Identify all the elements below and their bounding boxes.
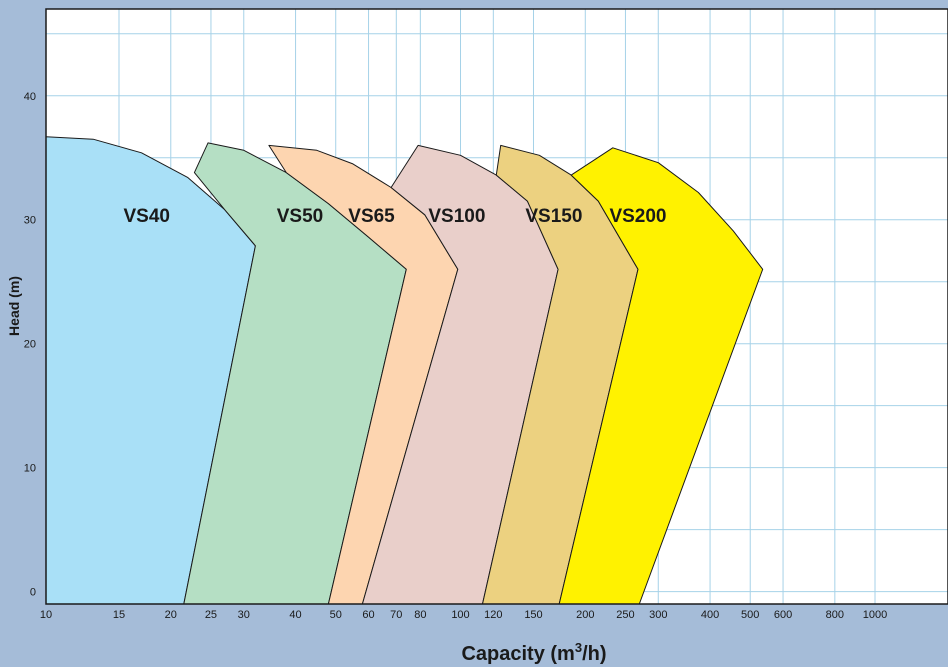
label-vs100: VS100 [428,206,485,227]
y-tick-labels: 0 10 20 30 40 [24,91,36,599]
x-tick-label: 25 [205,609,217,621]
label-vs65: VS65 [348,206,395,227]
x-axis-title-tail: /h) [582,643,606,665]
x-axis-title-superscript: 3 [575,640,582,655]
x-tick-label: 500 [741,609,759,621]
model-labels: VS40 VS50 VS65 VS100 VS150 VS200 [123,206,666,227]
y-axis-title: Head (m) [6,276,22,336]
x-tick-label: 80 [414,609,426,621]
plot-frame [45,8,948,605]
x-tick-label: 40 [289,609,301,621]
x-tick-label: 10 [40,609,52,621]
x-axis-title-main: Capacity (m [461,643,574,665]
region-vs200 [558,147,764,605]
label-vs200: VS200 [609,206,666,227]
x-tick-label: 30 [238,609,250,621]
x-tick-label: 100 [451,609,469,621]
x-tick-label: 70 [390,609,402,621]
label-vs150: VS150 [525,206,582,227]
x-tick-label: 800 [826,609,844,621]
label-vs50: VS50 [277,206,323,227]
x-tick-label: 1000 [863,609,887,621]
x-tick-label: 50 [330,609,342,621]
y-tick-label: 40 [24,91,36,103]
x-axis-title: Capacity (m3/h) [461,640,606,665]
label-vs40: VS40 [123,206,169,227]
y-tick-label: 10 [24,463,36,475]
x-tick-label: 300 [649,609,667,621]
x-tick-label: 120 [484,609,502,621]
x-tick-label: 20 [165,609,177,621]
x-tick-label: 60 [362,609,374,621]
pump-regions [45,136,764,605]
y-tick-label: 0 [30,587,36,599]
x-tick-labels: 10 15 20 25 30 40 50 60 70 80 100 120 150 200 250 300 40… [40,609,887,621]
y-tick-label: 20 [24,339,36,351]
x-tick-label: 400 [701,609,719,621]
y-tick-label: 30 [24,215,36,227]
x-tick-label: 15 [113,609,125,621]
x-tick-label: 250 [616,609,634,621]
x-tick-label: 200 [576,609,594,621]
x-tick-label: 150 [524,609,542,621]
x-tick-label: 600 [774,609,792,621]
